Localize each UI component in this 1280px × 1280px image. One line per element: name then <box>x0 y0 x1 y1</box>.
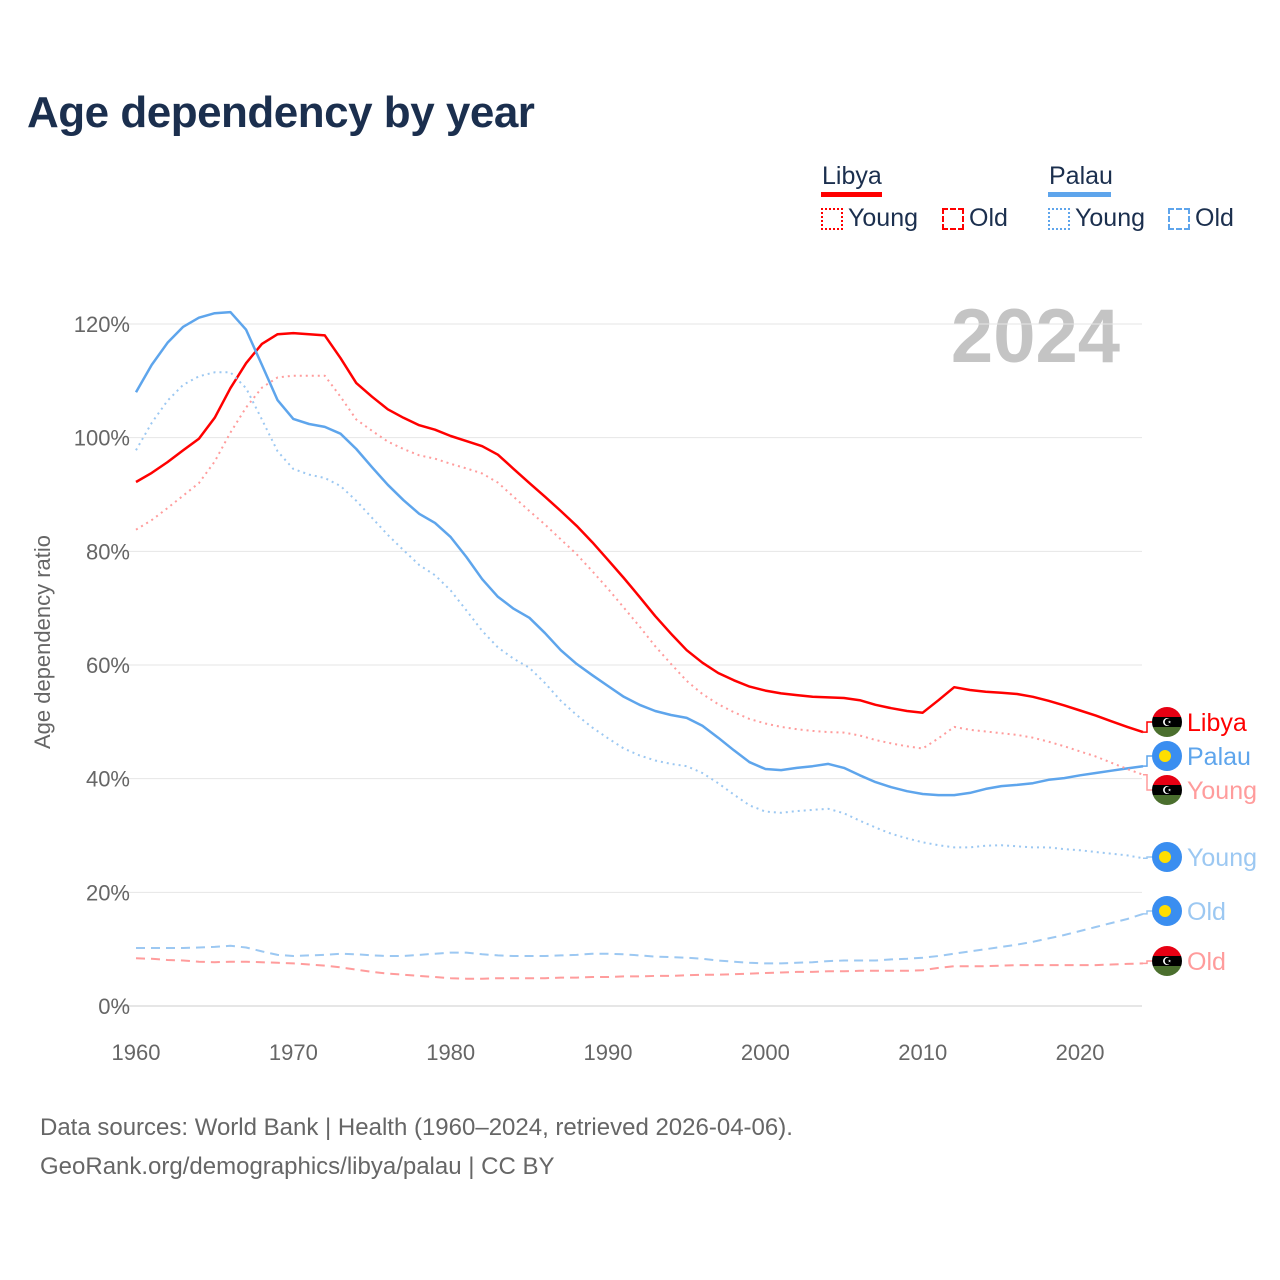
label-connector <box>1143 910 1152 915</box>
libya-flag-icon <box>1152 707 1182 717</box>
label-connector <box>1143 856 1152 859</box>
year-watermark: 2024 <box>951 294 1120 379</box>
libya-flag-icon <box>1152 966 1182 976</box>
end-label: Palau <box>1187 743 1251 771</box>
libya-flag-icon <box>1152 775 1182 785</box>
x-tick-label: 2010 <box>898 1040 947 1065</box>
libya-flag-icon <box>1152 727 1182 737</box>
libya-flag-icon <box>1152 946 1182 956</box>
x-tick-label: 1990 <box>584 1040 633 1065</box>
label-connector <box>1143 755 1152 767</box>
legend-label: Young <box>1075 204 1145 232</box>
source-line: Data sources: World Bank | Health (1960–… <box>40 1114 793 1141</box>
x-tick-label: 1980 <box>426 1040 475 1065</box>
legend-libya-young[interactable]: Young <box>821 204 918 233</box>
x-tick-label: 2020 <box>1056 1040 1105 1065</box>
y-tick-label: 120% <box>74 312 130 337</box>
legend-label: Old <box>1195 204 1234 232</box>
dashed-swatch-icon <box>1168 207 1190 230</box>
libya-flag-icon <box>1152 795 1182 805</box>
y-tick-label: 80% <box>86 539 130 564</box>
y-tick-label: 40% <box>86 767 130 792</box>
end-label: Old <box>1187 948 1226 976</box>
dashed-swatch-icon <box>942 207 964 230</box>
palau-flag-icon <box>1159 905 1171 917</box>
y-tick-label: 100% <box>74 426 130 451</box>
palau-flag-icon <box>1159 851 1171 863</box>
libya-flag-icon <box>1152 717 1182 727</box>
series-line-palau-young <box>135 371 1144 860</box>
legend-palau-young[interactable]: Young <box>1048 204 1145 233</box>
crescent-star-icon: ☪ <box>1162 956 1172 968</box>
label-connector <box>1143 960 1152 965</box>
legend-palau-old[interactable]: Old <box>1168 204 1234 233</box>
series-line-palau <box>134 310 1144 797</box>
dotted-swatch-icon <box>1048 207 1070 230</box>
legend-libya-old[interactable]: Old <box>942 204 1008 233</box>
libya-flag-icon <box>1152 785 1182 795</box>
x-tick-label: 1970 <box>269 1040 318 1065</box>
libya-flag-icon <box>1152 956 1182 966</box>
legend-libya-label: Libya <box>822 162 882 190</box>
crescent-star-icon: ☪ <box>1162 717 1172 729</box>
dotted-swatch-icon <box>821 207 843 230</box>
legend-libya-swatch <box>821 192 882 197</box>
palau-flag-icon <box>1159 750 1171 762</box>
end-label: Young <box>1187 777 1257 805</box>
label-connector <box>1143 773 1152 791</box>
y-tick-label: 60% <box>86 653 130 678</box>
legend-label: Young <box>848 204 918 232</box>
x-tick-label: 1960 <box>112 1040 161 1065</box>
series-line-libya-young <box>135 374 1144 776</box>
crescent-star-icon: ☪ <box>1162 785 1172 797</box>
series-line-palau-old <box>136 912 1144 965</box>
source-note: Data sources: World Bank | Health (1960–… <box>40 1108 793 1186</box>
y-tick-label: 0% <box>98 994 130 1019</box>
end-label: Old <box>1187 898 1226 926</box>
x-tick-label: 2000 <box>741 1040 790 1065</box>
y-axis-label: Age dependency ratio <box>30 535 55 749</box>
chart-title: Age dependency by year <box>27 88 535 137</box>
legend-palau-swatch <box>1048 192 1111 197</box>
y-tick-label: 20% <box>86 880 130 905</box>
legend-label: Old <box>969 204 1008 232</box>
source-link[interactable]: GeoRank.org/demographics/libya/palau | C… <box>40 1153 555 1180</box>
series-line-libya <box>135 331 1144 734</box>
end-label: Young <box>1187 844 1257 872</box>
series-line-libya-old <box>135 957 1144 980</box>
legend-palau-label: Palau <box>1049 162 1113 190</box>
label-connector <box>1143 721 1152 733</box>
end-label: Libya <box>1187 709 1247 737</box>
